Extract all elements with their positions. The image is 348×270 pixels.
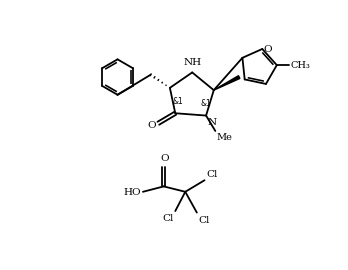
Text: O: O	[148, 121, 156, 130]
Text: NH: NH	[183, 58, 201, 67]
Text: O: O	[264, 45, 272, 54]
Text: HO: HO	[123, 188, 141, 197]
Text: Cl: Cl	[206, 170, 218, 179]
Text: Cl: Cl	[198, 216, 210, 225]
Text: &1: &1	[172, 97, 183, 106]
Text: O: O	[160, 154, 169, 163]
Text: Me: Me	[217, 133, 233, 141]
Text: CH₃: CH₃	[291, 61, 310, 70]
Text: &1: &1	[201, 99, 212, 108]
Text: Cl: Cl	[163, 214, 174, 223]
Text: N: N	[208, 118, 217, 127]
Polygon shape	[214, 76, 240, 90]
